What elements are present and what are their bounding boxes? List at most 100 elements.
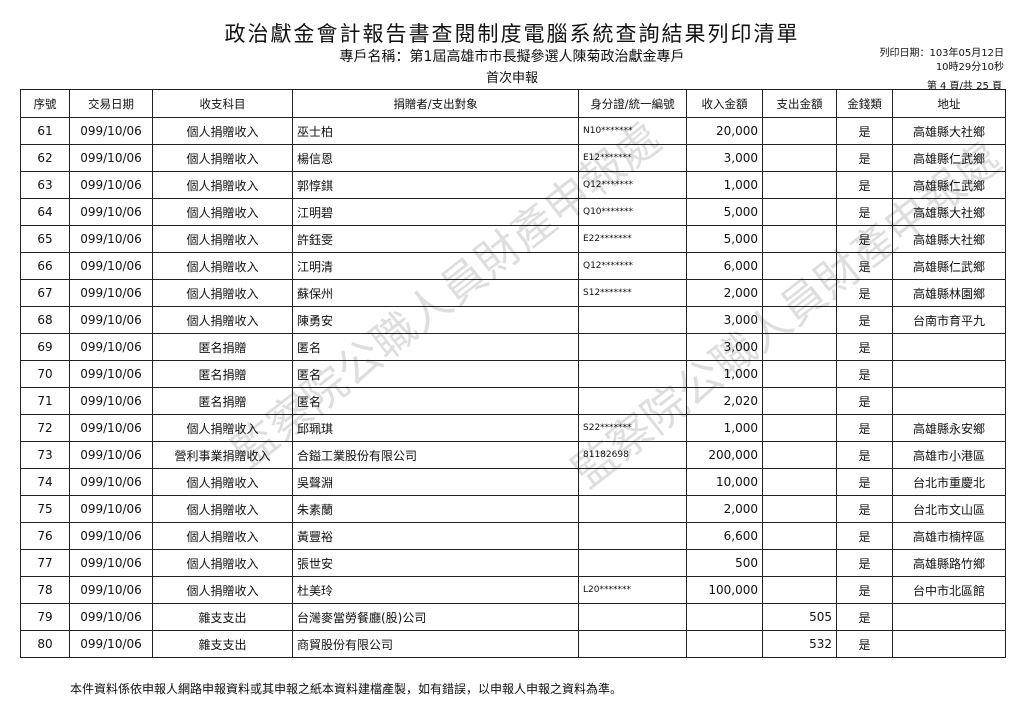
table-cell: 099/10/06 — [69, 522, 153, 550]
table-cell: 高雄縣大社鄉 — [892, 198, 1006, 226]
table-cell — [578, 306, 687, 334]
table-cell: 66 — [20, 252, 70, 280]
table-cell — [578, 360, 687, 388]
table-cell: 099/10/06 — [69, 360, 153, 388]
table-cell — [762, 171, 837, 199]
table-row: 61 099/10/06 個人捐贈收入 巫士柏 N10******* 20,000 是高雄縣… — [20, 117, 1006, 145]
table-cell: 80 — [20, 630, 70, 658]
table-cell: 532 — [762, 630, 837, 658]
table-cell — [762, 306, 837, 334]
account-name: 專戶名稱：第1屆高雄市市長擬參選人陳菊政治獻金專戶 — [339, 49, 685, 65]
table-cell: 是 — [836, 630, 893, 658]
table-cell — [762, 198, 837, 226]
table-row: 74 099/10/06 個人捐贈收入 吳聲淵 10,000 是台北市重慶北 — [20, 468, 1006, 496]
table-cell: 是 — [836, 360, 893, 388]
table-cell: 63 — [20, 171, 70, 199]
table-cell — [762, 576, 837, 604]
table-cell: 高雄市楠梓區 — [892, 522, 1006, 550]
table-cell: 匿名 — [292, 360, 579, 388]
table-cell: 是 — [836, 333, 893, 361]
table-row: 71 099/10/06 匿名捐贈 匿名 2,020 是 — [20, 387, 1006, 415]
table-cell: 匿名 — [292, 333, 579, 361]
table-cell: 099/10/06 — [69, 225, 153, 253]
table-cell — [892, 603, 1006, 631]
table-cell — [762, 441, 837, 469]
table-cell: Q12******* — [578, 252, 687, 280]
table-cell: 1,000 — [686, 171, 763, 199]
table-cell: 099/10/06 — [69, 279, 153, 307]
table-cell: 69 — [20, 333, 70, 361]
table-cell: 099/10/06 — [69, 576, 153, 604]
table-cell — [578, 333, 687, 361]
table-cell — [762, 252, 837, 280]
table-cell: 099/10/06 — [69, 549, 153, 577]
table-cell: 是 — [836, 117, 893, 145]
table-cell — [892, 333, 1006, 361]
table-cell — [762, 387, 837, 415]
table-row: 66 099/10/06 個人捐贈收入 江明清 Q12******* 6,000 是高雄縣仁… — [20, 252, 1006, 280]
table-row: 73 099/10/06 營利事業捐贈收入 合鎰工業股份有限公司 81182698 200… — [20, 441, 1006, 469]
table-cell: 是 — [836, 279, 893, 307]
table-cell: 個人捐贈收入 — [152, 225, 293, 253]
table-cell: 75 — [20, 495, 70, 523]
table-cell: 高雄縣仁武鄉 — [892, 171, 1006, 199]
table-cell: 73 — [20, 441, 70, 469]
records-table: 序號 交易日期 收支科目 捐贈者/支出對象 身分證/統一編號 收入金額 支出金額 金錢類 地址 … — [20, 89, 1006, 658]
table-row: 68 099/10/06 個人捐贈收入 陳勇安 3,000 是台南市育平九 — [20, 306, 1006, 334]
table-cell: 台中市北區館 — [892, 576, 1006, 604]
table-cell: 是 — [836, 522, 893, 550]
table-cell: 72 — [20, 414, 70, 442]
table-cell: 張世安 — [292, 549, 579, 577]
table-cell: 70 — [20, 360, 70, 388]
table-cell: 是 — [836, 171, 893, 199]
table-cell — [578, 549, 687, 577]
table-cell: 巫士柏 — [292, 117, 579, 145]
table-cell: 505 — [762, 603, 837, 631]
table-cell: 20,000 — [686, 117, 763, 145]
table-cell — [762, 549, 837, 577]
table-cell: 3,000 — [686, 144, 763, 172]
title: 政治獻金會計報告書查閱制度電腦系統查詢結果列印清單 — [224, 22, 800, 46]
table-cell: 76 — [20, 522, 70, 550]
table-row: 64 099/10/06 個人捐贈收入 江明碧 Q10******* 5,000 是高雄縣大… — [20, 198, 1006, 226]
table-cell: 台北市文山區 — [892, 495, 1006, 523]
table-cell: 高雄市小港區 — [892, 441, 1006, 469]
table-cell: Q10******* — [578, 198, 687, 226]
table-cell: 高雄縣大社鄉 — [892, 117, 1006, 145]
filing-type: 首次申報 — [485, 71, 538, 86]
table-cell: 81182698 — [578, 441, 687, 469]
table-cell: 匿名 — [292, 387, 579, 415]
table-cell: 是 — [836, 495, 893, 523]
table-cell: 是 — [836, 576, 893, 604]
table-row: 79 099/10/06 雜支支出 台灣麥當勞餐廳(股)公司 505 是 — [20, 603, 1006, 631]
table-cell: 高雄縣大社鄉 — [892, 225, 1006, 253]
table-cell: 合鎰工業股份有限公司 — [292, 441, 579, 469]
table-cell: 2,000 — [686, 495, 763, 523]
column-header: 金錢類 — [836, 89, 893, 118]
table-cell: 是 — [836, 603, 893, 631]
table-cell: 是 — [836, 441, 893, 469]
table-cell: 3,000 — [686, 306, 763, 334]
table-cell: 099/10/06 — [69, 171, 153, 199]
table-cell — [892, 387, 1006, 415]
table-cell: 個人捐贈收入 — [152, 198, 293, 226]
table-cell: 個人捐贈收入 — [152, 549, 293, 577]
table-cell: 蘇保州 — [292, 279, 579, 307]
table-cell: 個人捐贈收入 — [152, 144, 293, 172]
table-cell: 個人捐贈收入 — [152, 306, 293, 334]
table-cell: 雜支支出 — [152, 630, 293, 658]
table-cell: 78 — [20, 576, 70, 604]
table-cell — [762, 414, 837, 442]
table-cell: 個人捐贈收入 — [152, 252, 293, 280]
table-cell: 個人捐贈收入 — [152, 468, 293, 496]
table-cell — [686, 630, 763, 658]
table-cell: E12******* — [578, 144, 687, 172]
column-header: 地址 — [892, 89, 1006, 118]
table-row: 67 099/10/06 個人捐贈收入 蘇保州 S12******* 2,000 是高雄縣林… — [20, 279, 1006, 307]
table-cell: 高雄縣林園鄉 — [892, 279, 1006, 307]
table-cell: 099/10/06 — [69, 441, 153, 469]
table-cell — [578, 495, 687, 523]
table-cell: 營利事業捐贈收入 — [152, 441, 293, 469]
table-cell: 朱素蘭 — [292, 495, 579, 523]
table-cell: 1,000 — [686, 360, 763, 388]
